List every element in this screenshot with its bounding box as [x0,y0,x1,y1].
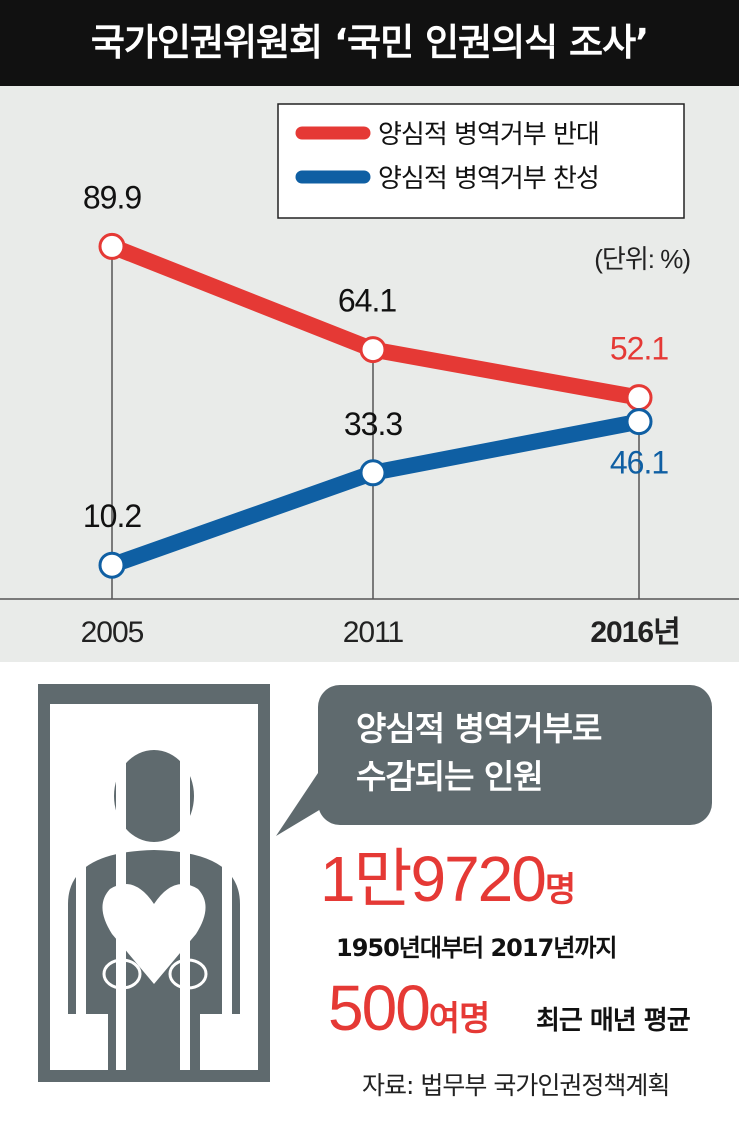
series-line [104,238,647,406]
total-unit: 명 [544,870,576,910]
data-label: 64.1 [338,283,396,319]
x-tick-label: 2011 [343,616,404,649]
data-point [98,551,126,579]
data-label: 33.3 [344,406,402,442]
source-note: 자료: 법무부 국가인권정책계획 [362,1071,670,1100]
bubble-line-2: 수감되는 인원 [356,757,544,796]
data-point [359,459,387,487]
data-label: 89.9 [83,179,141,215]
x-tick-label: 2016년 [590,616,679,649]
unit-label: (단위: %) [594,244,690,274]
data-label: 46.1 [610,445,668,481]
annual-unit: 여명 [428,999,491,1039]
speech-bubble: 양심적 병역거부로 수감되는 인원 [318,685,712,825]
chart-title: 국가인권위원회 ‘국민 인권의식 조사’ [90,21,649,64]
annual-number: 500 [328,972,431,1044]
legend-label: 양심적 병역거부 찬성 [378,164,599,194]
header-bar: 국가인권위원회 ‘국민 인권의식 조사’ [0,0,739,86]
annual-desc: 최근 매년 평균 [536,1006,691,1036]
x-tick-label: 2005 [81,616,144,649]
prisoner-behind-bars-icon [38,684,270,1082]
series-line [104,413,647,574]
legend-label: 양심적 병역거부 반대 [378,120,599,150]
legend-box [277,103,685,219]
total-period: 1950년대부터 2017년까지 [336,934,618,962]
data-label: 52.1 [610,331,668,367]
data-label: 10.2 [83,498,141,534]
bubble-text: 양심적 병역거부로 수감되는 인원 [356,705,706,801]
annual-average-stat: 500여명 [328,976,491,1040]
total-inmates-stat: 1만9720명 [320,847,576,911]
bubble-line-1: 양심적 병역거부로 [356,709,602,748]
data-point [359,336,387,364]
data-point [98,232,126,260]
data-point [625,384,653,412]
total-number: 1만9720 [320,843,547,915]
data-point [625,408,653,436]
